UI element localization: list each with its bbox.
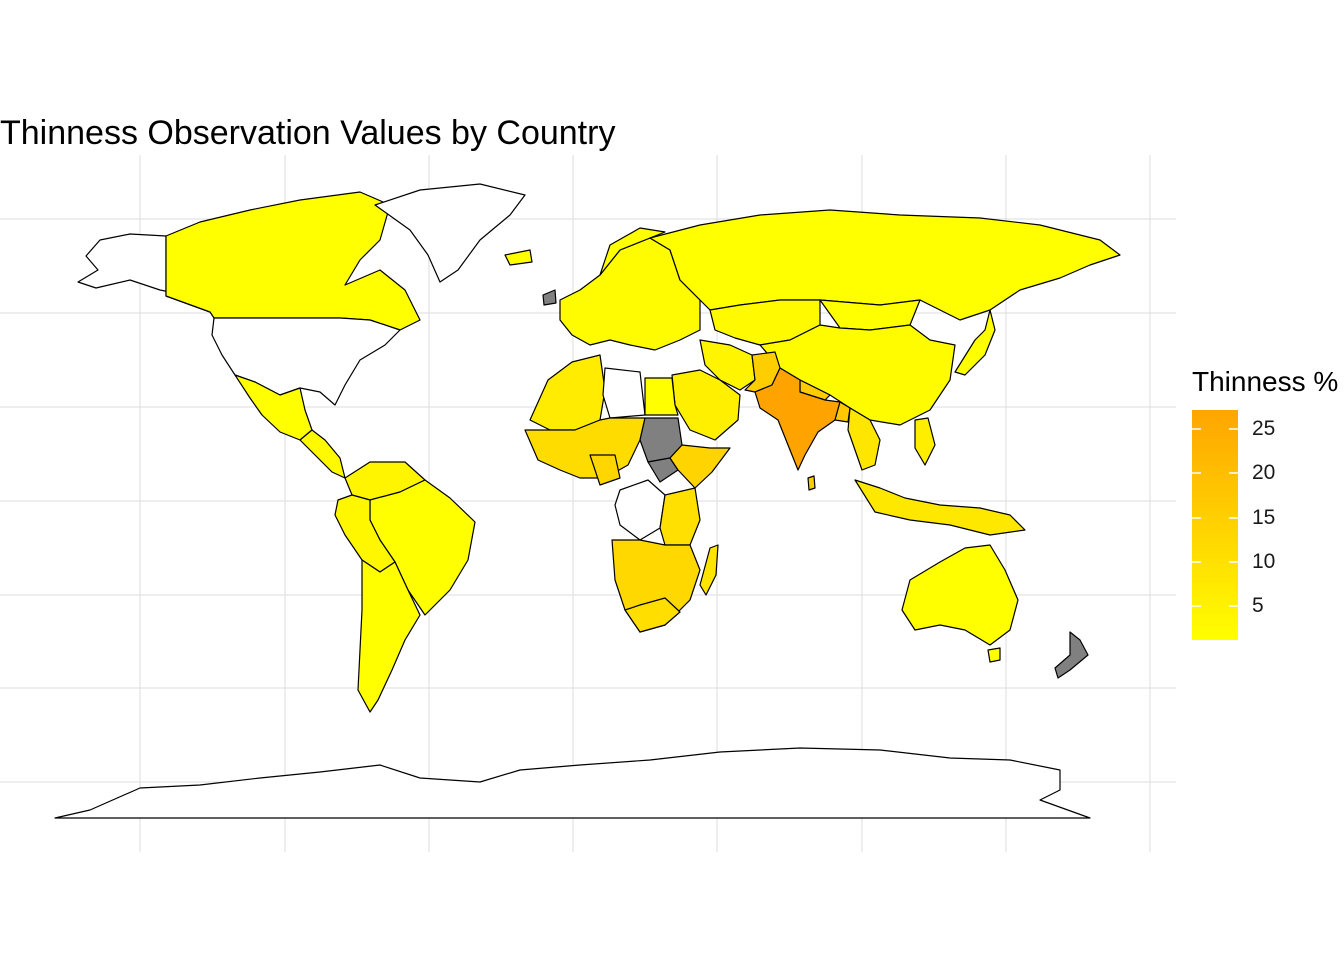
countries bbox=[54, 183, 1121, 819]
country-indonesia bbox=[854, 479, 1026, 536]
country-argentina bbox=[357, 559, 421, 713]
country-sri-lanka bbox=[807, 475, 816, 491]
country-south-africa bbox=[624, 597, 681, 633]
country-libya bbox=[602, 367, 646, 419]
legend-title: Thinness % bbox=[1192, 366, 1339, 397]
legend-tick-label: 15 bbox=[1252, 506, 1276, 529]
country-east-africa bbox=[659, 487, 701, 546]
country-drc bbox=[614, 479, 666, 541]
country-southeast-asia bbox=[847, 407, 881, 471]
country-india bbox=[754, 367, 841, 471]
legend-colorbar bbox=[1192, 410, 1238, 640]
country-usa bbox=[211, 317, 401, 406]
legend-tick-label: 20 bbox=[1252, 461, 1276, 484]
country-bangladesh bbox=[834, 401, 851, 423]
legend-tick-label: 25 bbox=[1252, 417, 1276, 440]
legend-tick-label: 5 bbox=[1252, 594, 1264, 617]
country-scandinavia bbox=[599, 227, 666, 276]
country-maghreb bbox=[529, 354, 606, 431]
country-central-america bbox=[299, 429, 346, 479]
country-iran bbox=[699, 339, 756, 391]
country-madagascar bbox=[699, 544, 719, 596]
country-philippines bbox=[914, 417, 936, 466]
map-title: Thinness Observation Values by Country bbox=[0, 114, 616, 152]
country-nigeria bbox=[589, 454, 621, 486]
country-canada bbox=[165, 191, 421, 331]
country-saudi-arabia bbox=[671, 369, 741, 441]
country-iceland bbox=[504, 249, 533, 266]
country-new-zealand bbox=[1054, 631, 1089, 679]
country-greenland bbox=[374, 183, 526, 283]
country-russia bbox=[649, 209, 1121, 321]
country-antarctica bbox=[54, 747, 1091, 819]
country-egypt bbox=[644, 377, 679, 416]
country-ethiopia bbox=[669, 444, 731, 489]
country-australia bbox=[901, 544, 1019, 646]
country-ireland bbox=[542, 289, 557, 306]
legend-tick-label: 10 bbox=[1252, 550, 1276, 573]
country-japan bbox=[954, 309, 996, 376]
country-tasmania bbox=[987, 647, 1001, 663]
